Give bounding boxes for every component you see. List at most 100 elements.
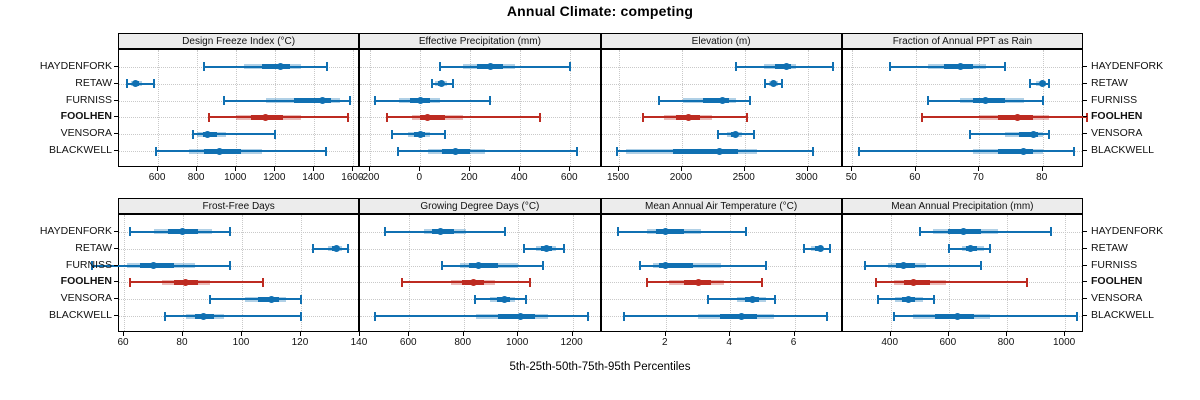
x-gridline bbox=[730, 215, 732, 331]
x-axis-tick-label: 1400 bbox=[302, 172, 325, 183]
row-tick bbox=[1083, 230, 1087, 232]
row-tick bbox=[1083, 247, 1087, 249]
range-line-5-95 bbox=[640, 264, 766, 267]
x-axis-tick-label: 6 bbox=[790, 337, 797, 348]
x-axis-tick-label: 1000 bbox=[1052, 337, 1076, 348]
central-band bbox=[656, 229, 684, 235]
panel-plot bbox=[600, 214, 842, 332]
x-axis-tick-label: -200 bbox=[359, 172, 380, 183]
x-axis-tick-label: 0 bbox=[416, 172, 423, 183]
x-axis-tick bbox=[469, 167, 471, 171]
x-gridline bbox=[915, 50, 917, 166]
median-dot bbox=[469, 278, 477, 286]
central-band bbox=[672, 148, 739, 154]
median-dot bbox=[959, 228, 967, 236]
site-label-foolhen: FOOLHEN bbox=[60, 110, 112, 123]
cap-95th bbox=[539, 112, 542, 122]
panel-strip: Mean Annual Air Temperature (°C) bbox=[600, 198, 842, 214]
cap-5th bbox=[473, 294, 476, 304]
row-gridline bbox=[601, 83, 841, 85]
x-axis-tick-label: 1200 bbox=[263, 172, 286, 183]
panel-plot bbox=[359, 214, 601, 332]
x-axis-tick bbox=[664, 332, 666, 336]
median-dot bbox=[501, 295, 509, 303]
cap-5th bbox=[616, 227, 619, 237]
cap-95th bbox=[261, 277, 264, 287]
site-label-foolhen: FOOLHEN bbox=[1091, 110, 1143, 123]
range-line-5-95 bbox=[858, 150, 1075, 153]
median-dot bbox=[954, 312, 962, 320]
x-axis-tick-label: 400 bbox=[881, 337, 899, 348]
site-label-retaw: RETAW bbox=[1091, 76, 1128, 89]
cap-95th bbox=[503, 227, 506, 237]
x-gridline bbox=[518, 215, 520, 331]
cap-5th bbox=[311, 244, 314, 254]
site-label-haydenfork: HAYDENFORK bbox=[39, 224, 112, 237]
x-axis-tick-label: 3000 bbox=[795, 172, 818, 183]
row-gridline bbox=[842, 83, 1082, 85]
cap-95th bbox=[229, 227, 232, 237]
x-axis-tick bbox=[358, 332, 360, 336]
x-axis-tick-label: 80 bbox=[176, 337, 188, 348]
central-band bbox=[140, 263, 175, 269]
cap-5th bbox=[401, 277, 404, 287]
cap-95th bbox=[1048, 129, 1051, 139]
cap-95th bbox=[525, 294, 528, 304]
median-dot bbox=[276, 63, 284, 71]
range-line-5-95 bbox=[919, 230, 1051, 233]
x-gridline bbox=[852, 50, 854, 166]
x-axis-tick-label: 1000 bbox=[224, 172, 247, 183]
median-dot bbox=[451, 147, 459, 155]
range-line-5-95 bbox=[864, 264, 981, 267]
cap-95th bbox=[1026, 277, 1029, 287]
x-gridline bbox=[314, 50, 316, 166]
x-axis-tick bbox=[519, 167, 521, 171]
median-dot bbox=[956, 63, 964, 71]
x-axis-tick bbox=[274, 167, 276, 171]
x-gridline bbox=[570, 50, 572, 166]
cap-5th bbox=[207, 112, 210, 122]
site-label-haydenfork: HAYDENFORK bbox=[1091, 59, 1164, 72]
x-gridline bbox=[275, 50, 277, 166]
x-axis-tick-label: 4 bbox=[726, 337, 732, 348]
cap-5th bbox=[623, 311, 626, 321]
central-band bbox=[1018, 131, 1038, 137]
x-axis-tick bbox=[889, 332, 891, 336]
x-gridline bbox=[572, 215, 574, 331]
median-dot bbox=[267, 295, 275, 303]
row-gridline bbox=[119, 265, 359, 267]
x-axis-tick-label: 80 bbox=[1036, 172, 1048, 183]
panel-strip: Fraction of Annual PPT as Rain bbox=[841, 33, 1083, 49]
x-gridline bbox=[197, 50, 199, 166]
cap-95th bbox=[346, 112, 349, 122]
median-dot bbox=[731, 130, 739, 138]
cap-5th bbox=[927, 96, 930, 106]
x-axis-tick bbox=[1064, 332, 1066, 336]
cap-95th bbox=[325, 146, 328, 156]
site-label-retaw: RETAW bbox=[1091, 241, 1128, 254]
x-axis-tick bbox=[569, 167, 571, 171]
row-gridline bbox=[119, 231, 359, 233]
x-gridline bbox=[619, 50, 621, 166]
cap-95th bbox=[563, 244, 566, 254]
median-dot bbox=[694, 278, 702, 286]
central-band bbox=[419, 114, 446, 120]
cap-95th bbox=[274, 129, 277, 139]
cap-5th bbox=[430, 79, 433, 89]
x-axis-tick bbox=[806, 167, 808, 171]
range-line-5-95 bbox=[193, 133, 276, 136]
cap-5th bbox=[374, 96, 377, 106]
median-dot bbox=[262, 113, 269, 121]
cap-95th bbox=[1075, 311, 1078, 321]
site-label-vensora: VENSORA bbox=[1091, 127, 1143, 140]
x-axis-tick-label: 140 bbox=[350, 337, 368, 348]
cap-5th bbox=[889, 62, 892, 72]
x-gridline bbox=[665, 215, 667, 331]
median-dot bbox=[543, 245, 551, 253]
x-axis-tick bbox=[313, 167, 315, 171]
x-axis-tick-label: 800 bbox=[997, 337, 1015, 348]
median-dot bbox=[150, 262, 157, 270]
row-tick bbox=[114, 230, 118, 232]
x-axis-tick bbox=[743, 167, 745, 171]
median-dot bbox=[332, 245, 340, 253]
